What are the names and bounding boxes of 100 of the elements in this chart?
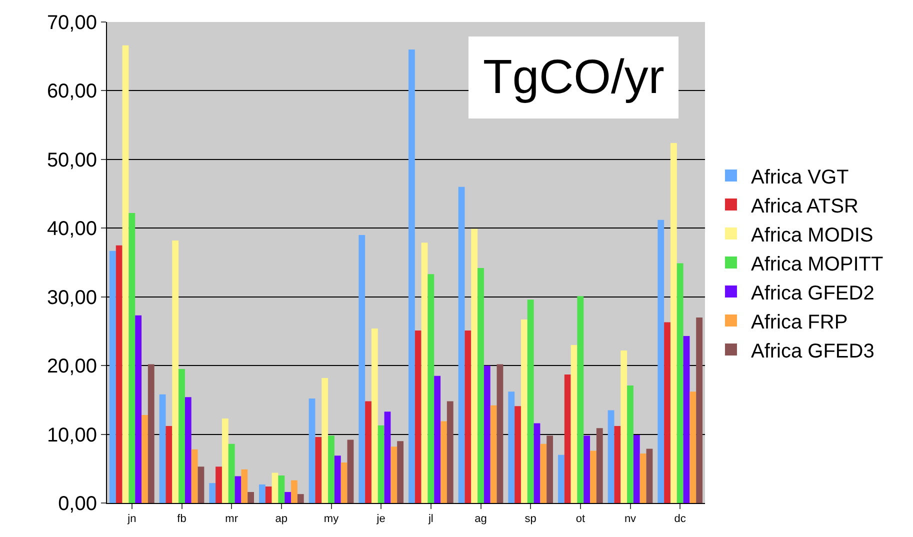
bar — [122, 45, 129, 503]
y-tick-label: 0,00 — [58, 493, 97, 515]
x-tick-label: mr — [225, 513, 238, 526]
bar — [520, 320, 528, 503]
bar — [297, 494, 304, 503]
bar — [540, 444, 547, 503]
bar — [384, 412, 391, 503]
bar — [390, 446, 398, 503]
bar — [676, 263, 684, 503]
bar — [209, 483, 216, 503]
bar — [658, 220, 664, 503]
bar — [248, 492, 254, 503]
bar — [490, 405, 497, 503]
bar — [109, 250, 116, 503]
bar — [546, 436, 554, 503]
bar — [558, 454, 564, 503]
bar — [291, 480, 298, 503]
y-tick-label: 30,00 — [46, 286, 97, 309]
bar — [308, 398, 316, 503]
bar — [664, 322, 670, 503]
bar — [334, 456, 341, 503]
x-tick-label: sp — [524, 513, 536, 526]
legend-label: Africa GFED3 — [750, 340, 874, 362]
bar — [358, 235, 366, 503]
bar — [608, 410, 614, 503]
x-tick-label: jn — [126, 513, 136, 526]
bar — [191, 449, 198, 503]
bar — [241, 469, 248, 503]
x-tick-label: dc — [674, 513, 686, 526]
bar — [508, 392, 515, 503]
bar — [159, 394, 166, 503]
y-tick-label: 60,00 — [46, 80, 97, 103]
bar — [620, 350, 628, 503]
bar — [142, 415, 148, 503]
y-tick-label: 70,00 — [46, 12, 97, 34]
text: TgCO/yr — [483, 51, 664, 104]
bar — [258, 484, 266, 503]
bar — [347, 440, 354, 503]
bar — [484, 366, 490, 503]
bar — [397, 441, 404, 503]
bar — [414, 330, 422, 503]
bar — [627, 386, 634, 503]
legend-label: Africa FRP — [750, 311, 848, 334]
x-tick-label: my — [324, 513, 340, 526]
x-tick-label: je — [376, 513, 386, 526]
bar — [584, 436, 590, 503]
bar — [278, 476, 285, 503]
bar — [408, 49, 415, 503]
bar — [371, 328, 378, 503]
bar — [471, 228, 478, 503]
y-tick-label: 20,00 — [46, 356, 97, 378]
bar — [646, 448, 653, 503]
bar — [696, 317, 703, 503]
bar — [464, 330, 472, 503]
x-tick-label: ap — [275, 513, 288, 526]
bar — [690, 392, 696, 503]
y-tick-label: 10,00 — [46, 424, 97, 446]
bar — [440, 421, 447, 503]
bar — [234, 476, 242, 503]
bar — [272, 472, 278, 503]
x-tick-label: ot — [576, 513, 586, 526]
bar — [434, 376, 441, 503]
x-tick-label: ag — [474, 513, 487, 526]
legend-label: Africa ATSR — [750, 195, 858, 218]
legend-label: Africa GFED2 — [750, 282, 874, 304]
bar — [322, 378, 328, 503]
x-tick-label: fb — [177, 513, 186, 526]
bar — [496, 364, 504, 503]
bar — [265, 486, 272, 503]
bar — [421, 242, 428, 503]
bar — [590, 450, 596, 503]
y-tick-label: 40,00 — [46, 218, 97, 240]
bar — [683, 336, 690, 503]
bar — [577, 296, 584, 503]
bar — [365, 401, 372, 503]
bar — [478, 268, 484, 503]
bar — [228, 444, 235, 503]
bar — [166, 426, 172, 503]
bar — [172, 240, 179, 503]
bar — [128, 213, 136, 503]
bar — [135, 315, 142, 503]
bar — [527, 300, 534, 503]
bar — [446, 401, 454, 503]
x-tick-label: jl — [427, 513, 434, 526]
y-tick-label: 50,00 — [46, 149, 97, 172]
bar — [614, 426, 621, 503]
legend-label: Africa VGT — [750, 166, 849, 188]
legend-label: Africa MOPITT — [750, 253, 884, 276]
bar — [284, 492, 292, 503]
bar — [328, 436, 334, 503]
bar — [670, 142, 677, 503]
bar — [116, 245, 122, 503]
bar — [222, 418, 228, 503]
bar — [633, 434, 640, 503]
bar — [640, 454, 646, 503]
legend-label: Africa MODIS — [750, 224, 874, 246]
bar — [216, 466, 222, 503]
bar — [428, 274, 434, 503]
bar — [198, 466, 204, 503]
bar — [340, 462, 348, 503]
